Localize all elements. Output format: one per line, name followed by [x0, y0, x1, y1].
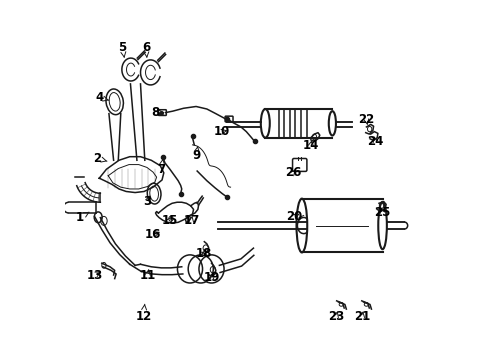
Text: 18: 18: [196, 247, 212, 260]
Text: 1: 1: [75, 211, 89, 224]
Text: 5: 5: [118, 41, 126, 57]
Text: 11: 11: [139, 269, 156, 282]
Text: 8: 8: [151, 106, 163, 119]
Text: 12: 12: [135, 304, 151, 323]
Text: 10: 10: [214, 125, 230, 138]
Text: 6: 6: [142, 41, 150, 57]
Text: 20: 20: [286, 210, 302, 223]
Text: 14: 14: [302, 139, 318, 152]
Text: 16: 16: [144, 228, 161, 241]
Text: 19: 19: [203, 271, 219, 284]
FancyBboxPatch shape: [224, 116, 233, 122]
Text: 7: 7: [157, 159, 165, 176]
Text: 24: 24: [366, 135, 383, 148]
Text: 9: 9: [192, 146, 200, 162]
Text: 3: 3: [143, 195, 151, 208]
Text: 21: 21: [353, 310, 369, 324]
Text: 2: 2: [93, 152, 107, 165]
FancyBboxPatch shape: [158, 110, 166, 116]
Text: 17: 17: [183, 214, 199, 227]
Text: 13: 13: [86, 269, 102, 282]
Text: 15: 15: [162, 214, 178, 227]
Text: 22: 22: [358, 113, 374, 126]
Text: 26: 26: [284, 166, 301, 179]
Text: 25: 25: [374, 207, 390, 220]
Text: 4: 4: [95, 91, 109, 104]
Text: 23: 23: [327, 310, 344, 324]
